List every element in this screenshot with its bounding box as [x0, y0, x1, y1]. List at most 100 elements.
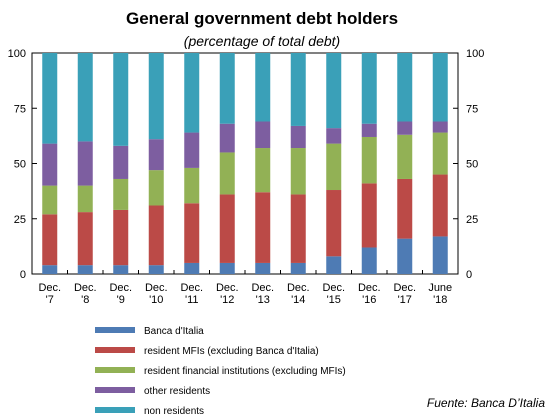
legend-label: non residents	[144, 406, 204, 417]
bar-segment	[219, 123, 235, 153]
bar-segment	[219, 152, 235, 195]
chart-subtitle: (percentage of total debt)	[184, 33, 340, 49]
bar-segment	[361, 183, 377, 248]
legend: Banca d'Italia resident MFIs (excluding B…	[95, 326, 346, 417]
bar-segment	[397, 238, 413, 274]
bar-segment	[77, 53, 93, 142]
bar-segment	[148, 265, 164, 274]
y-tick-label-right: 0	[466, 269, 472, 281]
bar-segment	[290, 125, 306, 149]
x-tick-label: Dec. '7	[38, 282, 61, 306]
x-tick-label: Dec. '12	[216, 282, 239, 306]
bar-segment	[326, 190, 342, 257]
bar-segment	[326, 128, 342, 144]
legend-swatch	[95, 387, 135, 393]
bar-segment	[77, 212, 93, 266]
y-tick-label-right: 75	[466, 103, 478, 115]
bar-segment	[255, 148, 271, 193]
x-tick-label: Dec. '9	[109, 282, 132, 306]
legend-swatch	[95, 347, 135, 353]
y-tick-label-right: 50	[466, 159, 478, 171]
axes: 0 0 25 25 50 50 75 75 100 100 Dec. '7 Dec. '8 Dec. '9 De…	[8, 48, 485, 306]
bar-segment	[361, 136, 377, 184]
x-tick-label: Dec. '13	[251, 282, 274, 306]
plot-frame	[31, 52, 459, 275]
bar-segment	[42, 214, 58, 266]
bar-segment	[397, 134, 413, 179]
bar-segment	[184, 203, 200, 263]
bar-segment	[290, 262, 306, 274]
bar-segment	[326, 256, 342, 274]
bar-segment	[42, 265, 58, 274]
y-tick-label-right: 25	[466, 214, 478, 226]
bar-segment	[255, 192, 271, 263]
legend-label: resident financial institutions (excludi…	[144, 366, 346, 377]
bar-segment	[432, 132, 448, 175]
chart-title: General government debt holders	[126, 9, 398, 28]
bar-segment	[113, 145, 129, 179]
bar-segment	[42, 143, 58, 186]
source-note: Fuente: Banca D’Italia	[427, 396, 545, 410]
bar-segment	[361, 123, 377, 137]
bar-segment	[290, 194, 306, 263]
bar-segment	[184, 53, 200, 133]
bar-segment	[42, 53, 58, 144]
bar-segment	[361, 53, 377, 124]
bar-segment	[397, 178, 413, 239]
bar-segment	[184, 167, 200, 204]
bar-segment	[361, 247, 377, 274]
x-tick-label: Dec. '11	[180, 282, 203, 306]
bar-segment	[219, 262, 235, 274]
bar-segment	[77, 185, 93, 213]
legend-swatch	[95, 407, 135, 413]
bar-segment	[148, 53, 164, 140]
legend-label: resident MFIs (excluding Banca d'Italia)	[144, 346, 319, 357]
bar-segment	[113, 209, 129, 266]
y-tick-label-left: 100	[8, 48, 26, 60]
bars	[42, 53, 448, 274]
x-tick-label: Dec. '10	[145, 282, 168, 306]
bar-segment	[113, 178, 129, 210]
x-tick-label: Dec. '17	[393, 282, 416, 306]
bar-segment	[290, 53, 306, 126]
x-tick-label: June '18	[428, 282, 452, 306]
bar-segment	[326, 143, 342, 191]
bar-segment	[42, 185, 58, 215]
bar-segment	[255, 121, 271, 149]
y-tick-label-right: 100	[466, 48, 484, 60]
bar-segment	[148, 205, 164, 266]
x-tick-label: Dec. '8	[74, 282, 97, 306]
y-tick-label-left: 50	[14, 159, 26, 171]
bar-segment	[77, 141, 93, 186]
x-tick-label: Dec. '15	[322, 282, 345, 306]
bar-segment	[148, 170, 164, 206]
bar-segment	[219, 53, 235, 124]
bar-segment	[113, 265, 129, 274]
bar-segment	[255, 53, 271, 122]
legend-swatch	[95, 327, 135, 333]
bar-segment	[148, 139, 164, 171]
bar-segment	[432, 121, 448, 133]
bar-segment	[397, 53, 413, 122]
bar-segment	[432, 53, 448, 122]
y-tick-label-left: 0	[20, 269, 26, 281]
bar-segment	[184, 262, 200, 274]
y-tick-label-left: 25	[14, 214, 26, 226]
bar-segment	[77, 265, 93, 274]
bar-segment	[113, 53, 129, 146]
bar-segment	[432, 236, 448, 274]
y-tick-label-left: 75	[14, 103, 26, 115]
bar-segment	[184, 132, 200, 168]
legend-label: Banca d'Italia	[144, 326, 204, 337]
bar-segment	[290, 148, 306, 195]
legend-label: other residents	[144, 386, 210, 397]
bar-segment	[255, 262, 271, 274]
x-tick-label: Dec. '16	[358, 282, 381, 306]
bar-segment	[219, 194, 235, 263]
bar-segment	[432, 174, 448, 237]
x-tick-label: Dec. '14	[287, 282, 310, 306]
legend-swatch	[95, 367, 135, 373]
bar-segment	[397, 121, 413, 135]
bar-segment	[326, 53, 342, 129]
